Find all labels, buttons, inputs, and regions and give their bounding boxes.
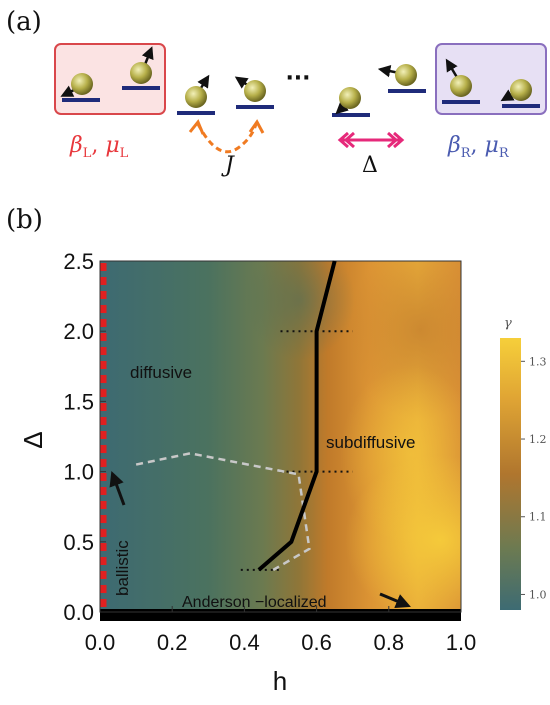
ballistic-pointer: [109, 470, 126, 506]
left-bath-label: βL, μL: [69, 133, 129, 161]
colorbar-tick-label: 1.2: [529, 433, 547, 446]
colorbar-title: γ: [504, 316, 512, 331]
colorbar-tick-label: 1.1: [529, 511, 547, 524]
anisotropy-arrow: [337, 131, 405, 149]
spins: [60, 46, 532, 115]
diffusive-label: diffusive: [130, 363, 192, 382]
hopping-arrow: [196, 123, 258, 154]
x-tick-label: 0.4: [229, 630, 260, 655]
right-bath-label: βR, μR: [447, 133, 510, 161]
spin-particle: [335, 87, 361, 115]
x-axis-label: h: [273, 666, 287, 696]
x-tick-label: 0.2: [157, 630, 188, 655]
y-axis-label: Δ: [18, 431, 48, 448]
spin-particle: [445, 58, 472, 97]
left-bath-box: [54, 43, 166, 115]
panel-a-label: (a): [6, 7, 42, 37]
y-tick-label: 1.5: [63, 389, 94, 414]
anderson-label: Anderson −localized: [182, 594, 327, 611]
x-tick-label: 0.0: [85, 630, 116, 655]
anisotropy-label: Δ: [362, 153, 378, 178]
x-tick-label: 1.0: [446, 630, 477, 655]
colorbar: [500, 338, 521, 610]
y-tick-label: 2.5: [63, 249, 94, 274]
spin-particle: [234, 76, 266, 102]
anderson-pointer: [379, 592, 411, 609]
spin-particle: [130, 46, 154, 84]
heatmap: [100, 261, 461, 612]
hopping-label: J: [221, 153, 235, 178]
axes: 0.0 0.2 0.4 0.6 0.8 1.0 0.0 0.5 1.0 1.5 2.0 2.5: [63, 249, 476, 655]
plot-frame: [99, 260, 462, 613]
colorbar-tick-label: 1.0: [529, 588, 547, 601]
subdiffusive-label: subdiffusive: [326, 433, 415, 452]
chain-ellipsis: ···: [285, 66, 310, 91]
y-tick-label: 0.0: [63, 600, 94, 625]
spin-particle: [377, 64, 417, 86]
spin-particle: [500, 79, 532, 102]
x-tick-label: 0.6: [301, 630, 332, 655]
phase-boundaries: [135, 260, 353, 572]
y-tick-label: 2.0: [63, 319, 94, 344]
x-tick-label: 0.8: [374, 630, 405, 655]
colorbar-ticks: 1.0 1.1 1.2 1.3: [521, 355, 547, 601]
hopping-arrowhead-right: [248, 119, 265, 134]
hopping-arrowhead-left: [188, 119, 205, 135]
spin-particle: [185, 74, 210, 108]
panel-b-label: (b): [6, 205, 43, 235]
y-tick-label: 0.5: [63, 530, 94, 555]
colorbar-tick-label: 1.3: [529, 355, 547, 368]
energy-levels: [62, 86, 540, 117]
spin-particle: [60, 73, 93, 97]
ballistic-label: ballistic: [113, 540, 132, 596]
y-tick-label: 1.0: [63, 460, 94, 485]
dashed-boundary: [135, 452, 311, 571]
solid-boundary: [257, 260, 337, 572]
